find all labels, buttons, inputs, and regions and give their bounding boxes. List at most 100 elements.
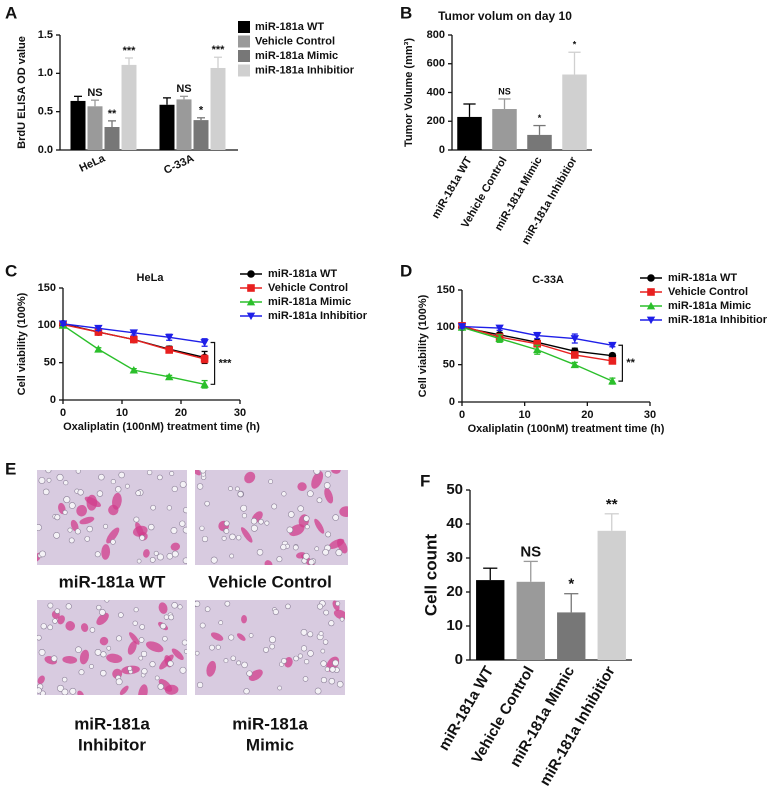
pore xyxy=(328,678,335,685)
pore xyxy=(264,520,270,526)
micrograph xyxy=(37,470,187,565)
pore xyxy=(277,685,282,691)
pore xyxy=(303,515,310,522)
bar xyxy=(562,74,587,150)
legend-label: miR-181a Mimic xyxy=(668,300,751,312)
y-tick-label: 100 xyxy=(38,319,56,331)
x-tick-label: miR-181a Inhibitior xyxy=(536,663,618,789)
pore xyxy=(139,534,146,541)
pore xyxy=(89,664,94,669)
pore xyxy=(160,623,167,630)
pore xyxy=(286,526,294,534)
x-axis-label: Oxaliplatin (100nM) treatment time (h) xyxy=(468,423,665,435)
pore xyxy=(138,655,144,661)
legend-label: Vehicle Control xyxy=(268,282,348,294)
significance: NS xyxy=(498,86,511,96)
cell xyxy=(264,560,273,565)
pore xyxy=(65,603,72,610)
pore xyxy=(221,535,227,541)
y-axis-label: Cell count xyxy=(421,534,440,617)
micrograph-bg xyxy=(37,470,187,565)
pore xyxy=(182,526,187,534)
pore xyxy=(336,680,344,688)
pore xyxy=(314,687,322,695)
pore xyxy=(100,651,107,658)
pore xyxy=(224,600,231,607)
pore xyxy=(68,502,76,509)
micrograph xyxy=(195,470,348,565)
cell xyxy=(331,470,341,474)
cell xyxy=(57,615,65,625)
pore xyxy=(61,676,68,683)
cells xyxy=(37,470,187,564)
significance: *** xyxy=(212,44,226,56)
pore xyxy=(37,634,42,641)
pore xyxy=(199,622,206,629)
pore xyxy=(54,514,61,521)
pore xyxy=(163,614,170,620)
cell xyxy=(288,524,305,537)
y-tick-label: 0.0 xyxy=(38,144,53,156)
marker xyxy=(165,346,173,354)
y-tick-label: 50 xyxy=(446,481,463,498)
panel-label: D xyxy=(400,261,412,280)
pore xyxy=(304,524,310,530)
pore xyxy=(248,633,254,638)
marker xyxy=(533,339,541,348)
pore xyxy=(133,607,139,613)
pore xyxy=(69,687,77,695)
x-tick-label: 10 xyxy=(116,407,128,419)
cell xyxy=(170,542,181,551)
pore xyxy=(98,473,105,481)
cell xyxy=(333,609,345,620)
y-tick-label: 20 xyxy=(446,583,463,600)
pore xyxy=(215,644,221,650)
pore xyxy=(118,471,125,479)
bar xyxy=(87,106,103,150)
pore xyxy=(256,549,264,556)
pore xyxy=(241,661,248,669)
legend-marker xyxy=(246,312,256,321)
cell xyxy=(241,614,247,624)
pore xyxy=(339,616,345,622)
pore xyxy=(223,658,229,663)
marker xyxy=(571,351,579,359)
pore xyxy=(250,524,258,532)
panel-label: B xyxy=(400,3,412,22)
marker xyxy=(457,323,467,331)
cell xyxy=(62,656,78,664)
pore xyxy=(149,556,156,563)
x-axis-label: Oxaliplatin (100nM) treatment time (h) xyxy=(63,421,260,433)
x-tick-label: 0 xyxy=(60,407,66,419)
cell xyxy=(143,549,150,558)
x-tick-label: 30 xyxy=(234,407,246,419)
panel-label: F xyxy=(420,471,430,490)
pore xyxy=(37,524,42,531)
pore xyxy=(56,473,64,481)
pore xyxy=(243,688,250,695)
cell xyxy=(138,684,148,695)
cell xyxy=(297,482,307,492)
pore xyxy=(237,491,244,498)
pore xyxy=(63,496,71,504)
y-tick-label: 40 xyxy=(446,515,463,532)
cell xyxy=(132,525,148,537)
cell xyxy=(106,653,123,663)
legend-marker xyxy=(246,297,256,306)
y-axis-label: Cell viability (100%) xyxy=(417,294,429,397)
pore xyxy=(139,624,145,630)
legend-label: Vehicle Control xyxy=(668,286,748,298)
legend-marker xyxy=(646,316,656,325)
pore xyxy=(157,474,163,481)
y-axis-label: BrdU ELISA OD value xyxy=(16,36,28,149)
pore xyxy=(146,470,153,476)
x-tick-label: 20 xyxy=(581,409,593,421)
chart-title: Tumor volum on day 10 xyxy=(438,9,572,23)
pore xyxy=(169,471,175,476)
legend-label: miR-181a Inhibitior xyxy=(255,64,355,76)
cell xyxy=(119,685,129,695)
marker xyxy=(495,334,504,342)
marker xyxy=(533,345,542,354)
pore xyxy=(280,544,287,551)
pore xyxy=(179,481,187,488)
